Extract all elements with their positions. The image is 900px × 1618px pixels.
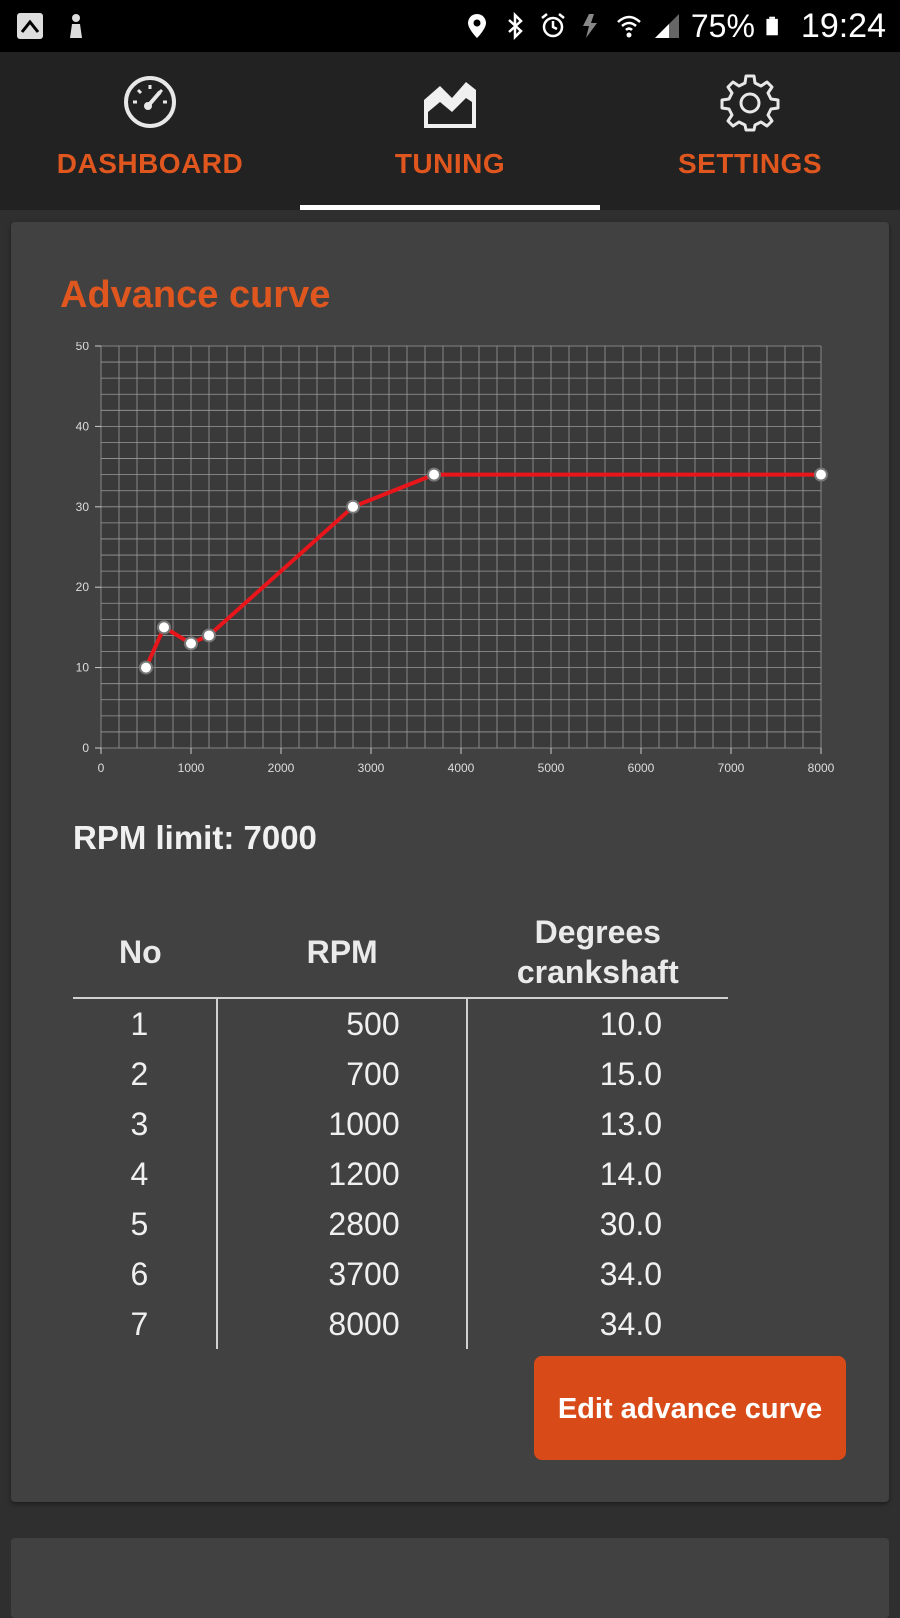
data-point <box>427 467 441 482</box>
y-tick-label: 40 <box>76 419 90 433</box>
cell-degrees: 34.0 <box>465 1249 728 1299</box>
x-tick-label: 3000 <box>358 761 385 775</box>
tab-label: SETTINGS <box>677 148 822 179</box>
chart-area-icon <box>424 82 476 128</box>
tab-label: DASHBOARD <box>56 148 244 179</box>
app-notification-icon <box>17 13 43 39</box>
clock: 19:24 <box>800 6 886 45</box>
alarm-icon <box>541 13 565 38</box>
cell-rpm: 2800 <box>215 1199 467 1249</box>
signal-icon <box>654 14 679 38</box>
cell-degrees: 13.0 <box>465 1099 728 1149</box>
tab-dashboard[interactable]: DASHBOARD <box>0 52 300 210</box>
cell-rpm: 1200 <box>215 1149 467 1199</box>
table-row: 3 1000 13.0 <box>73 1099 728 1149</box>
header-degrees-line2: crankshaft <box>516 954 679 990</box>
y-tick-label: 20 <box>76 580 90 594</box>
header-degrees: Degrees crankshaft <box>466 907 728 999</box>
rpm-limit-label: RPM limit: 7000 <box>73 819 317 856</box>
tab-settings[interactable]: SETTINGS <box>600 52 900 210</box>
table-row: 6 3700 34.0 <box>73 1249 728 1299</box>
cell-degrees: 30.0 <box>465 1199 728 1249</box>
header-no: No <box>73 907 217 999</box>
wifi-icon <box>617 15 641 38</box>
header-rpm: RPM <box>216 907 467 999</box>
cell-rpm: 700 <box>215 1049 467 1099</box>
table-row: 2 700 15.0 <box>73 1049 728 1099</box>
cell-rpm: 3700 <box>215 1249 467 1299</box>
cell-degrees: 14.0 <box>465 1149 728 1199</box>
bluetooth-icon <box>508 12 523 40</box>
data-point <box>139 660 153 675</box>
cell-no: 7 <box>130 1305 149 1342</box>
x-tick-label: 0 <box>98 761 105 775</box>
gear-icon <box>720 74 780 132</box>
x-tick-label: 6000 <box>628 761 655 775</box>
tab-tuning[interactable]: TUNING <box>300 52 600 210</box>
x-tick-label: 1000 <box>178 761 205 775</box>
data-point <box>346 499 360 514</box>
cell-no: 3 <box>130 1105 149 1142</box>
y-tick-label: 50 <box>76 342 90 353</box>
speedometer-icon <box>124 76 176 128</box>
table-row: 5 2800 30.0 <box>73 1199 728 1249</box>
tab-label: TUNING <box>394 148 506 179</box>
data-point <box>157 620 171 635</box>
location-icon <box>467 14 486 38</box>
cell-no: 4 <box>130 1155 149 1192</box>
cell-rpm: 500 <box>215 998 467 1049</box>
cell-no: 6 <box>130 1255 149 1292</box>
cell-degrees: 10.0 <box>465 998 728 1049</box>
y-tick-label: 30 <box>76 500 90 514</box>
header-degrees-line1: Degrees <box>534 914 661 950</box>
cell-degrees: 15.0 <box>465 1049 728 1099</box>
y-tick-label: 0 <box>82 741 89 755</box>
cell-no: 2 <box>130 1055 149 1092</box>
advance-curve-chart: 0 1000 2000 3000 4000 5000 6000 7000 8000 0 10 20 30… <box>51 339 851 802</box>
battery-icon <box>766 16 778 36</box>
chart-svg: 0 1000 2000 3000 4000 5000 6000 7000 8000 0 10 20 30… <box>76 339 835 775</box>
x-tick-label: 5000 <box>538 761 565 775</box>
card-title: Advance curve <box>60 274 331 316</box>
x-tick-label: 4000 <box>448 761 475 775</box>
next-card <box>11 1538 889 1618</box>
table-row: 4 1200 14.0 <box>73 1149 728 1199</box>
data-point <box>184 636 198 651</box>
cell-rpm: 8000 <box>215 1299 467 1349</box>
status-bar: 75% 19:24 <box>0 0 900 52</box>
table-row: 7 8000 34.0 <box>73 1299 728 1349</box>
data-point <box>202 628 216 643</box>
cell-no: 5 <box>130 1205 149 1242</box>
data-point <box>814 467 828 482</box>
figure-notification-icon <box>70 14 82 38</box>
tab-bar: DASHBOARD TUNING SETTINGS <box>0 52 900 210</box>
data-transfer-icon <box>582 14 597 38</box>
x-tick-label: 2000 <box>268 761 295 775</box>
table-header-row: No RPM Degrees crankshaft <box>73 907 728 999</box>
cell-degrees: 34.0 <box>465 1299 728 1349</box>
active-tab-indicator <box>300 205 600 210</box>
table-row: 1 500 10.0 <box>73 998 728 1049</box>
advance-curve-table: No RPM Degrees crankshaft 1 500 10.0 2 7… <box>73 907 728 1349</box>
edit-advance-curve-button[interactable]: Edit advance curve <box>534 1356 846 1460</box>
advance-curve-card: Advance curve 0 1000 2000 3000 4000 5000 6000 7… <box>11 222 889 1502</box>
x-tick-label: 7000 <box>718 761 745 775</box>
y-tick-label: 10 <box>76 661 90 675</box>
cell-rpm: 1000 <box>215 1099 467 1149</box>
x-tick-label: 8000 <box>808 761 835 775</box>
cell-no: 1 <box>130 1005 149 1042</box>
battery-percent: 75% <box>690 7 755 44</box>
